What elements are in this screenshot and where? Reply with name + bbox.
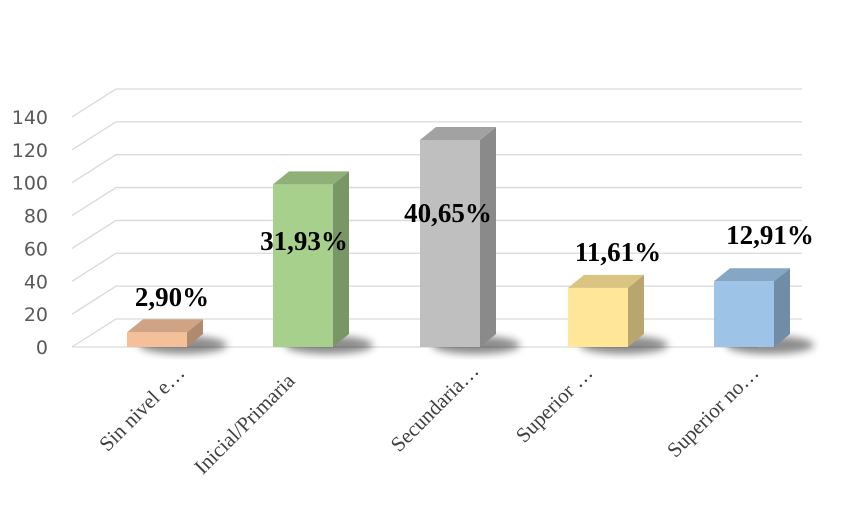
bar-top (127, 319, 203, 333)
x-category-label: Inicial/Primaria (189, 368, 300, 479)
y-tick-label: 0 (36, 337, 48, 359)
y-tick-label: 60 (24, 238, 48, 260)
gridline (71, 154, 802, 184)
bar (568, 274, 668, 354)
data-label: 12,91% (726, 220, 814, 250)
gridline (71, 88, 802, 118)
bar (127, 319, 227, 354)
data-label: 11,61% (575, 237, 661, 267)
bar-side (480, 126, 496, 348)
bar-top (714, 268, 790, 282)
data-label: 2,90% (135, 282, 209, 312)
y-tick-label: 140 (12, 107, 48, 129)
bar-side (333, 171, 349, 347)
data-label: 31,93% (260, 226, 348, 256)
y-tick-label: 20 (24, 304, 48, 326)
gridline (71, 186, 802, 217)
bar-top (420, 126, 496, 140)
bars (127, 126, 814, 354)
bar (714, 268, 814, 354)
y-tick-label: 80 (24, 206, 48, 228)
x-category-label: Superior … (511, 361, 598, 448)
bar-top (273, 171, 349, 185)
data-label: 40,65% (404, 198, 492, 228)
bar-front (127, 332, 187, 347)
gridline (71, 121, 802, 151)
x-axis: Sin nivel e… Inicial/Primaria Secundaria… S… (94, 359, 763, 479)
gridline (71, 252, 802, 282)
bar-front (420, 139, 480, 347)
y-tick-label: 100 (12, 173, 48, 195)
bar-side (628, 274, 644, 347)
x-category-label: Sin nivel e… (94, 361, 189, 456)
bar-front (714, 281, 774, 347)
gridlines (71, 88, 802, 348)
bar-top (568, 274, 644, 288)
y-tick-label: 40 (24, 271, 48, 293)
bar-front (273, 184, 333, 347)
y-axis: 0 20 40 60 80 100 120 140 (12, 107, 48, 359)
data-labels: 2,90% 31,93% 40,65% 11,61% 12,91% (135, 198, 814, 312)
bar (420, 126, 520, 354)
x-category-label: Secundaria… (386, 359, 484, 457)
bar-side (187, 319, 203, 347)
bar (273, 171, 373, 354)
gridline (71, 219, 802, 249)
x-category-label: Superior no… (662, 361, 764, 463)
bar-side (774, 268, 790, 347)
y-tick-label: 120 (12, 140, 48, 162)
bar-front (568, 287, 628, 347)
